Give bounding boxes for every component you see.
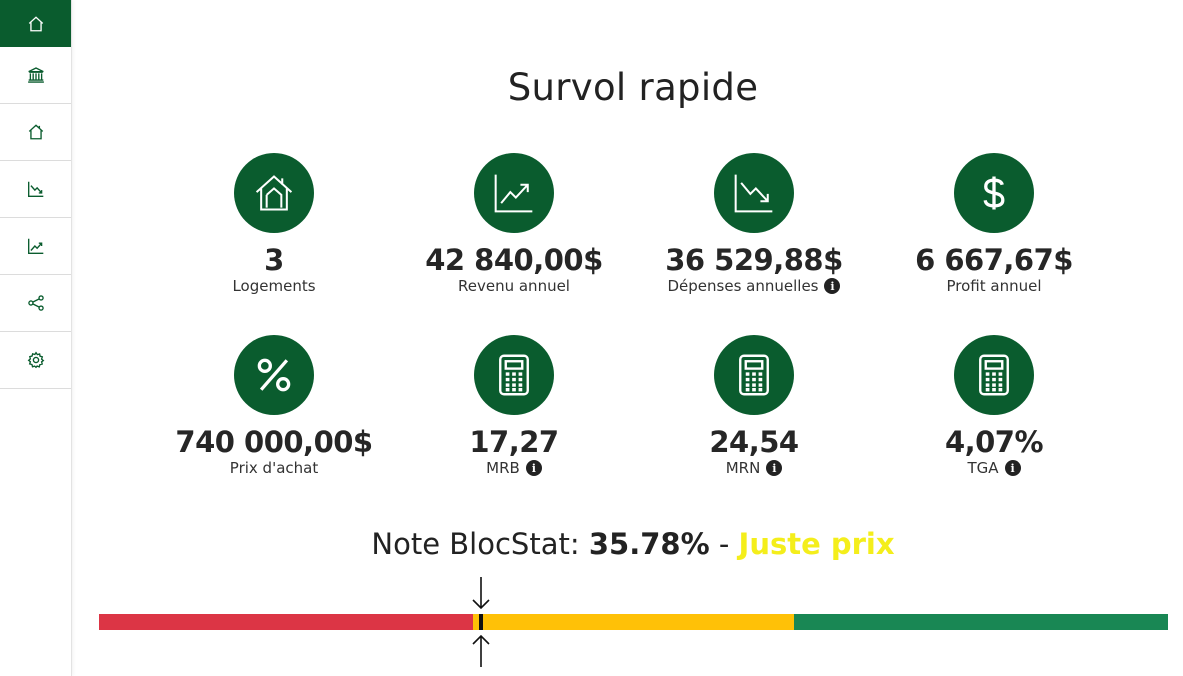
main-content: Survol rapide 3 Logements 42 840,00$ Rev… bbox=[72, 0, 1183, 676]
graph-up-icon bbox=[494, 174, 533, 213]
sidebar-item-settings[interactable] bbox=[0, 332, 71, 389]
stat-label: Prix d'achat bbox=[229, 459, 319, 477]
stat-icon-circle bbox=[954, 153, 1034, 233]
scale-segment-green bbox=[794, 614, 1168, 630]
blocstat-note: Note BlocStat: 35.78% - Juste prix bbox=[72, 527, 1183, 561]
stat-depenses-annuelles: 36 529,88$ Dépenses annuelles i bbox=[634, 153, 874, 295]
info-icon[interactable]: i bbox=[824, 278, 841, 294]
stat-icon-circle bbox=[714, 153, 794, 233]
share-icon bbox=[27, 295, 44, 311]
stat-prix-achat: 740 000,00$ Prix d'achat bbox=[154, 335, 394, 477]
stat-value: 42 840,00$ bbox=[425, 243, 603, 277]
info-icon[interactable]: i bbox=[1004, 460, 1021, 476]
arrow-down-icon bbox=[472, 577, 490, 610]
sidebar-item-expenses[interactable] bbox=[0, 161, 71, 218]
sidebar-item-properties[interactable] bbox=[0, 104, 71, 161]
stat-icon-circle bbox=[234, 153, 314, 233]
sidebar-item-share[interactable] bbox=[0, 275, 71, 332]
calculator-icon bbox=[499, 354, 529, 396]
info-icon[interactable]: i bbox=[525, 460, 542, 476]
stat-icon-circle bbox=[474, 335, 554, 415]
stat-logements: 3 Logements bbox=[154, 153, 394, 295]
stat-mrn: 24,54 MRN i bbox=[634, 335, 874, 477]
sidebar-item-home[interactable] bbox=[0, 0, 71, 47]
stat-icon-circle bbox=[954, 335, 1034, 415]
dollar-icon bbox=[983, 176, 1005, 210]
percent-icon bbox=[257, 358, 291, 392]
gear-icon bbox=[27, 351, 44, 369]
calculator-icon bbox=[979, 354, 1009, 396]
note-prefix: Note BlocStat: bbox=[371, 527, 580, 561]
stat-icon-circle bbox=[474, 153, 554, 233]
stat-tga: 4,07% TGA i bbox=[874, 335, 1114, 477]
note-score: 35.78% bbox=[588, 527, 710, 561]
stat-value: 3 bbox=[264, 243, 284, 277]
stat-label: Revenu annuel bbox=[458, 277, 570, 295]
sidebar bbox=[0, 0, 72, 676]
stat-value: 36 529,88$ bbox=[665, 243, 843, 277]
score-scale bbox=[99, 577, 1168, 667]
bank-icon bbox=[27, 67, 44, 83]
note-separator: - bbox=[718, 527, 730, 561]
stat-mrb: 17,27 MRB i bbox=[394, 335, 634, 477]
stat-label: TGA bbox=[967, 459, 999, 477]
scale-segment-red bbox=[99, 614, 473, 630]
stat-icon-circle bbox=[714, 335, 794, 415]
stat-icon-circle bbox=[234, 335, 314, 415]
stat-label: Dépenses annuelles bbox=[667, 277, 819, 295]
stat-label: Profit annuel bbox=[946, 277, 1042, 295]
stat-value: 6 667,67$ bbox=[915, 243, 1073, 277]
stat-profit-annuel: 6 667,67$ Profit annuel bbox=[874, 153, 1114, 295]
stat-label: MRN bbox=[725, 459, 761, 477]
scale-segment-yellow bbox=[473, 614, 794, 630]
info-icon[interactable]: i bbox=[766, 460, 783, 476]
stat-label: MRB bbox=[486, 459, 520, 477]
stat-value: 24,54 bbox=[709, 425, 799, 459]
stat-value: 4,07% bbox=[944, 425, 1044, 459]
sidebar-item-bank[interactable] bbox=[0, 47, 71, 104]
note-verdict: Juste prix bbox=[738, 527, 895, 561]
house-icon bbox=[28, 15, 43, 31]
sidebar-item-revenue[interactable] bbox=[0, 218, 71, 275]
graph-up-icon bbox=[27, 238, 43, 254]
arrow-up-icon bbox=[472, 634, 490, 667]
graph-down-icon bbox=[27, 181, 43, 197]
stat-label: Logements bbox=[232, 277, 316, 295]
page-title: Survol rapide bbox=[507, 66, 759, 109]
calculator-icon bbox=[739, 354, 769, 396]
house-outline-icon bbox=[28, 124, 43, 140]
stat-revenu-annuel: 42 840,00$ Revenu annuel bbox=[394, 153, 634, 295]
graph-down-icon bbox=[734, 174, 773, 213]
stat-value: 17,27 bbox=[469, 425, 559, 459]
score-marker bbox=[479, 614, 483, 630]
house-icon bbox=[255, 175, 293, 211]
stat-value: 740 000,00$ bbox=[175, 425, 373, 459]
